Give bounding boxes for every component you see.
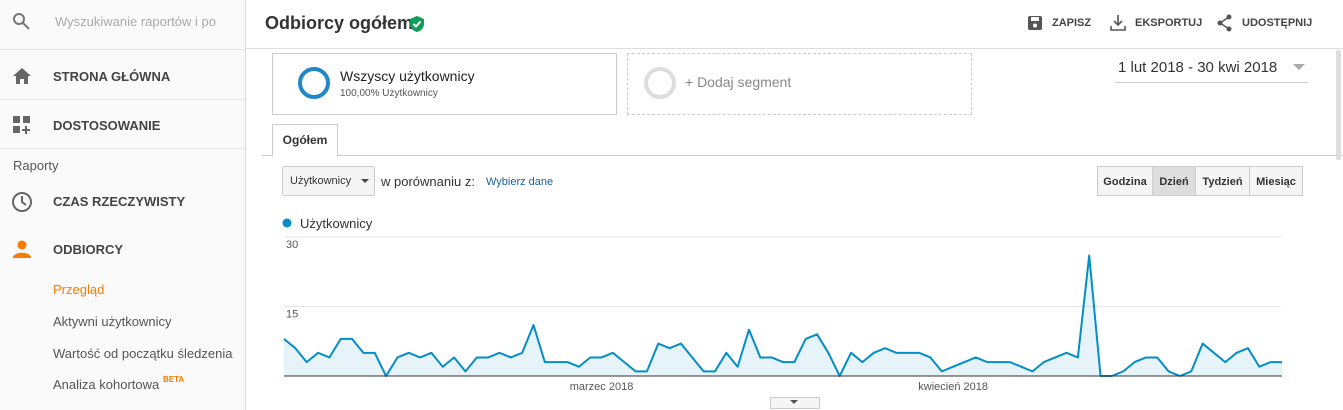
x-tick-label: marzec 2018 xyxy=(570,381,634,393)
dropdown-arrow xyxy=(1293,64,1305,70)
share-icon xyxy=(1217,14,1232,32)
segment-detail: 100,00% Użytkownicy xyxy=(340,88,438,99)
granularity-button[interactable]: Godzina xyxy=(1097,166,1153,196)
segment-name: Wszyscy użytkownicy xyxy=(340,68,475,84)
tab[interactable]: Ogółem xyxy=(272,124,338,157)
compare-label: w porównaniu z: xyxy=(381,174,475,189)
nav-item[interactable]: CZAS RZECZYWISTY xyxy=(53,194,186,209)
action-button[interactable]: ZAPISZ xyxy=(1052,17,1092,29)
person-icon xyxy=(13,240,31,258)
export-icon xyxy=(1110,15,1126,31)
sidebar xyxy=(0,0,246,410)
clock-icon xyxy=(12,192,32,212)
divider xyxy=(0,49,245,50)
add-segment[interactable]: + Dodaj segment xyxy=(685,74,792,90)
nav-item[interactable]: STRONA GŁÓWNA xyxy=(53,69,171,84)
action-button[interactable]: EKSPORTUJ xyxy=(1135,17,1203,29)
action-button[interactable]: UDOSTĘPNIJ xyxy=(1242,17,1313,29)
nav-item[interactable]: DOSTOSOWANIE xyxy=(53,118,161,133)
scrollbar xyxy=(1336,50,1341,160)
toggle-arrow xyxy=(790,400,798,404)
add-segment-card[interactable] xyxy=(627,53,972,115)
series-line xyxy=(283,254,1282,377)
y-tick-label: 30 xyxy=(286,239,298,251)
granularity-button[interactable]: Tydzień xyxy=(1195,166,1250,196)
beta-badge: BETA xyxy=(163,375,185,384)
granularity-button[interactable]: Dzień xyxy=(1152,166,1196,196)
y-tick-label: 15 xyxy=(286,309,298,321)
metric-dropdown[interactable] xyxy=(282,166,375,196)
divider xyxy=(0,99,245,100)
search-input[interactable]: Wyszukiwanie raportów i po xyxy=(55,14,217,29)
compare-link[interactable]: Wybierz dane xyxy=(486,176,554,188)
segment-ring xyxy=(298,67,330,99)
sub-item[interactable]: Analiza kohortowa xyxy=(53,377,160,392)
metric-label: Użytkownicy xyxy=(290,175,352,187)
sub-item[interactable]: Wartość od początku śledzenia xyxy=(53,346,233,361)
x-tick-label: kwiecień 2018 xyxy=(918,381,988,393)
search-icon xyxy=(13,13,30,30)
date-range[interactable]: 1 lut 2018 - 30 kwi 2018 xyxy=(1118,59,1278,76)
underline xyxy=(1115,82,1308,83)
series-area xyxy=(284,255,1282,376)
customize-icon xyxy=(13,116,30,134)
tab-border xyxy=(262,155,1343,156)
chart: 15 30 marzec 2018 kwiecień 2018 Użytkownicy xyxy=(282,216,1282,393)
granularity-button[interactable]: Miesiąc xyxy=(1249,166,1303,196)
divider xyxy=(0,148,245,149)
sub-item[interactable]: Przegląd xyxy=(53,282,105,297)
page-title: Odbiorcy ogółem xyxy=(265,13,414,33)
sub-item[interactable]: Aktywni użytkownicy xyxy=(53,314,172,329)
save-icon xyxy=(1028,16,1042,30)
verified-icon xyxy=(410,16,424,32)
top-bar xyxy=(246,0,1343,49)
home-icon xyxy=(13,68,31,84)
section-label: Raporty xyxy=(13,158,59,173)
dropdown-arrow xyxy=(361,179,369,183)
legend-dot xyxy=(282,218,292,228)
nav-item[interactable]: ODBIORCY xyxy=(53,242,124,257)
segment-ring xyxy=(644,67,676,99)
legend-label: Użytkownicy xyxy=(300,216,373,231)
